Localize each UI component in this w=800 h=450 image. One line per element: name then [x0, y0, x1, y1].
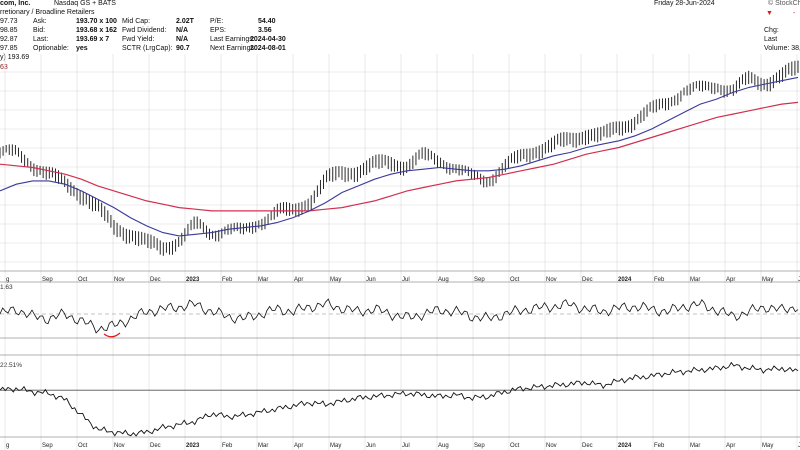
bid-value: 193.68 x 162	[76, 27, 117, 34]
minus-icon: -	[793, 10, 796, 17]
x-tick-label-lower: Aug	[438, 443, 449, 449]
indicator1-label: 1.63	[0, 284, 13, 291]
next-earnings-value: 2024-08-01	[250, 45, 286, 52]
optionable-label: Optionable:	[33, 45, 69, 52]
x-tick-label-lower: Feb	[222, 443, 233, 449]
sector-label: rretionary / Broadline Retailers	[0, 9, 95, 16]
x-tick-label-lower: Sep	[474, 443, 485, 449]
x-tick-label-lower: May	[762, 443, 773, 449]
ask-label: Ask:	[33, 18, 47, 25]
fwd-dividend-label: Fwd Dividend:	[122, 27, 167, 34]
last-earnings-value: 2024-04-30	[250, 36, 286, 43]
close-value: 97.85	[0, 45, 18, 52]
x-tick-label: Dec	[582, 277, 593, 283]
x-tick-label: 2024	[618, 277, 632, 283]
x-tick-label-lower: Apr	[726, 443, 735, 449]
indicator2-label: 22.51%	[0, 362, 23, 369]
oversold-marker	[103, 332, 121, 338]
x-tick-label-lower: Oct	[78, 443, 88, 449]
x-tick-label-lower: Oct	[510, 443, 520, 449]
x-tick-label: Feb	[222, 277, 233, 283]
date-label: Friday 28-Jun-2024	[654, 0, 715, 7]
pe-label: P/E:	[210, 18, 224, 25]
x-tick-label-lower: Nov	[114, 443, 125, 449]
x-tick-label-lower: Jul	[402, 443, 410, 449]
x-tick-label: g	[6, 277, 9, 283]
x-tick-label: Jul	[402, 277, 410, 283]
sma-legend: 63	[0, 64, 8, 71]
x-tick-label-lower: Feb	[654, 443, 665, 449]
midcap-value: 2.02T	[176, 18, 194, 25]
x-tick-label-lower: Jun	[366, 443, 376, 449]
x-tick-label: Oct	[510, 277, 520, 283]
x-tick-label: Sep	[42, 277, 53, 283]
x-tick-label-lower: Mar	[690, 443, 700, 449]
down-arrow-icon: ▼	[766, 10, 773, 17]
x-tick-label-lower: g	[6, 443, 9, 449]
x-tick-label: Sep	[474, 277, 485, 283]
next-earnings-label: Next Earnings:	[210, 45, 256, 52]
fwd-yield-value: N/A	[176, 36, 189, 43]
x-tick-label: Aug	[438, 277, 449, 283]
last-earnings-label: Last Earnings:	[210, 36, 255, 43]
x-tick-label: Jun	[798, 277, 800, 283]
volume-label: Volume: 38,8	[764, 45, 800, 52]
sma-fast-line	[0, 76, 799, 237]
high-value: 98.85	[0, 27, 18, 34]
ask-value: 193.70 x 100	[76, 18, 117, 25]
fwd-dividend-value: N/A	[176, 27, 189, 34]
indicator2-line	[0, 361, 799, 437]
x-tick-label: Apr	[294, 277, 303, 283]
bid-label: Bid:	[33, 27, 46, 34]
x-tick-label-lower: Sep	[42, 443, 53, 449]
x-tick-label-lower: 2023	[186, 443, 200, 449]
sma-slow-line	[0, 101, 799, 212]
x-tick-label: Mar	[258, 277, 268, 283]
chart-header: com, Inc. Nasdaq GS + BATS rretionary / …	[0, 0, 800, 54]
x-tick-label-lower: 2024	[618, 443, 632, 449]
eps-value: 3.56	[258, 27, 272, 34]
sctr-value: 90.7	[176, 45, 190, 52]
price-legend: y) 193.69	[0, 54, 30, 61]
x-tick-label: Dec	[150, 277, 161, 283]
x-tick-label: 2023	[186, 277, 200, 283]
midcap-label: Mid Cap:	[122, 18, 151, 25]
eps-label: EPS:	[210, 27, 226, 34]
open-value: 97.73	[0, 18, 18, 25]
indicator1-line	[0, 298, 799, 334]
x-tick-label: Jun	[366, 277, 376, 283]
x-tick-label: Mar	[690, 277, 700, 283]
change-label: Chg:	[764, 27, 779, 34]
optionable-value: yes	[76, 45, 88, 52]
x-tick-label: Apr	[726, 277, 735, 283]
low-value: 92.87	[0, 36, 18, 43]
last-label: Last:	[33, 36, 49, 43]
fwd-yield-label: Fwd Yield:	[122, 36, 155, 43]
brand-label: © StockCh	[768, 0, 800, 7]
pe-value: 54.40	[258, 18, 276, 25]
x-tick-label-lower: Nov	[546, 443, 557, 449]
x-tick-label-lower: Mar	[258, 443, 268, 449]
last-price-label: Last	[764, 36, 778, 43]
x-tick-label-lower: Jun	[798, 443, 800, 449]
x-tick-label-lower: Dec	[582, 443, 593, 449]
x-tick-label: May	[330, 277, 341, 283]
company-name: com, Inc.	[0, 0, 31, 7]
last-value: 193.69 x 7	[76, 36, 110, 43]
x-tick-label-lower: May	[330, 443, 341, 449]
x-tick-label: Oct	[78, 277, 88, 283]
x-tick-label: May	[762, 277, 773, 283]
x-tick-label-lower: Apr	[294, 443, 303, 449]
x-tick-label: Nov	[546, 277, 557, 283]
x-tick-label: Nov	[114, 277, 125, 283]
exchange-label: Nasdaq GS + BATS	[54, 0, 116, 7]
sctr-label: SCTR (LrgCap):	[122, 45, 173, 52]
x-tick-label: Feb	[654, 277, 665, 283]
x-tick-label-lower: Dec	[150, 443, 161, 449]
